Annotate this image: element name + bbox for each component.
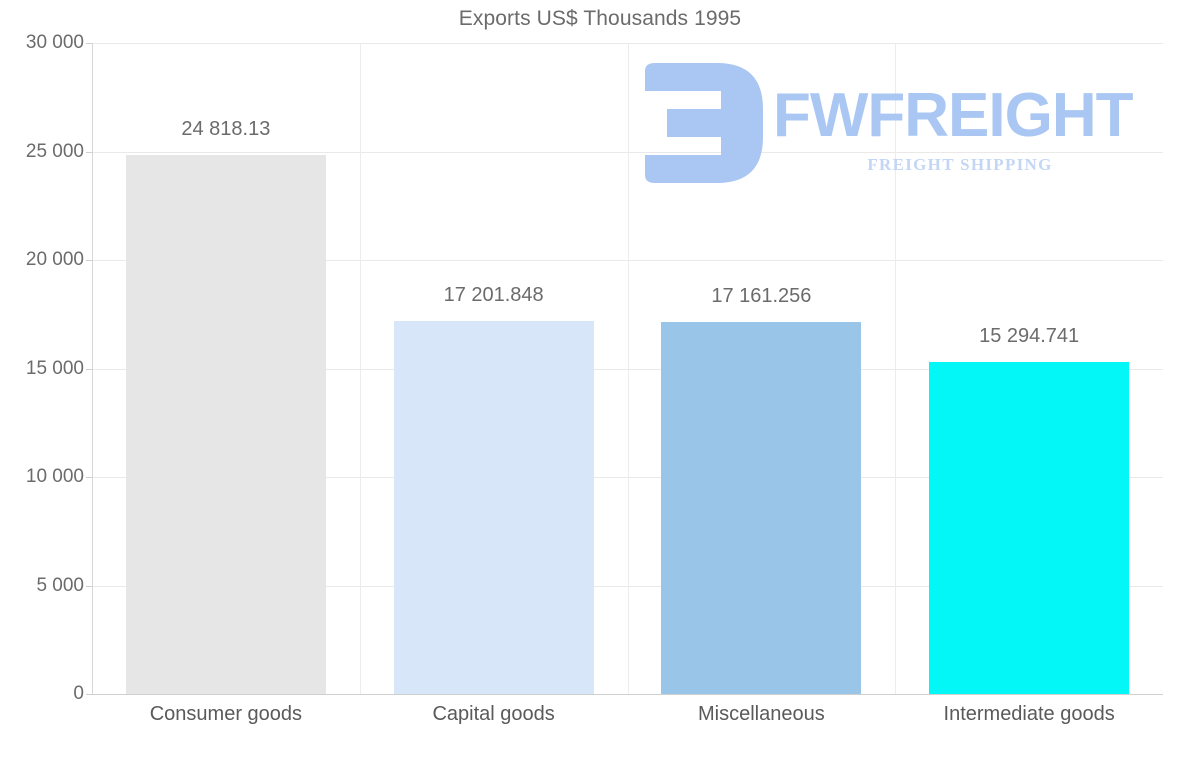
y-axis-tick-label: 15 000: [25, 357, 84, 379]
bar[interactable]: [393, 320, 594, 694]
x-axis-tick-label: Intermediate goods: [943, 703, 1115, 725]
gridline-vertical: [627, 43, 629, 694]
y-axis-tick-mark: [86, 585, 92, 587]
y-axis-tick-label: 25 000: [25, 140, 84, 162]
bar[interactable]: [125, 155, 326, 694]
y-axis-tick-mark: [86, 260, 92, 261]
bar[interactable]: [929, 362, 1130, 694]
y-axis-tick-mark: [86, 43, 92, 44]
y-axis-line: [92, 43, 93, 694]
bar-value-label: 17 161.256: [711, 284, 812, 307]
bar-value-label: 15 294.741: [979, 325, 1080, 348]
gridline-vertical: [359, 43, 361, 694]
bar[interactable]: [661, 321, 862, 694]
y-axis-tick-label: 0: [73, 683, 84, 704]
y-axis-tick-label: 10 000: [25, 466, 84, 487]
y-axis-tick-label: 5 000: [36, 574, 84, 596]
y-axis-tick-mark: [86, 477, 92, 478]
bar-value-label: 17 201.848: [443, 283, 544, 306]
y-axis-tick-mark: [86, 368, 92, 370]
x-axis-tick-label: Capital goods: [432, 703, 555, 725]
x-axis-line: [92, 694, 1163, 695]
y-axis: 0 5 000 10 000 15 000 20 000 25 000 30 000: [0, 0, 92, 763]
chart-title: Exports US$ Thousands 1995: [458, 7, 742, 30]
y-axis-tick-label: 20 000: [25, 249, 84, 270]
y-axis-tick-mark: [86, 151, 92, 153]
y-axis-tick-mark: [86, 694, 92, 695]
x-axis-tick-label: Miscellaneous: [698, 703, 825, 725]
x-axis-tick-label: Consumer goods: [149, 703, 303, 725]
gridline-vertical: [895, 43, 897, 694]
y-axis-tick-label: 30 000: [25, 32, 84, 53]
bar-value-label: 24 818.13: [181, 118, 271, 141]
